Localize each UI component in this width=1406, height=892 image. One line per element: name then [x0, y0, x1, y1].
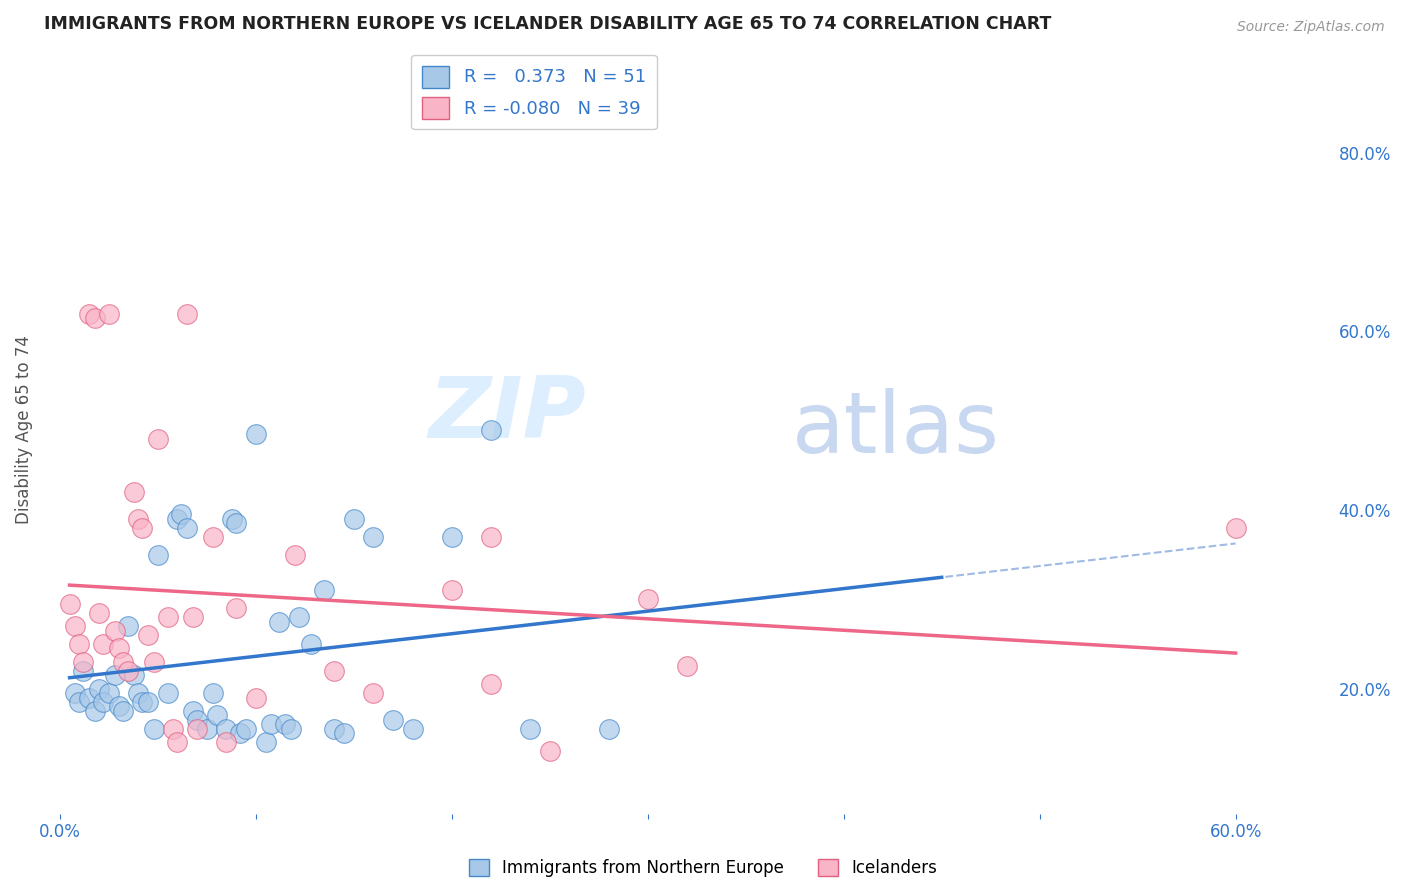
Point [333, 726, 356, 740]
Point [229, 726, 252, 740]
Point [245, 690, 267, 705]
Point [1225, 521, 1247, 535]
Point [65, 686, 87, 700]
Text: IMMIGRANTS FROM NORTHERN EUROPE VS ICELANDER DISABILITY AGE 65 TO 74 CORRELATION: IMMIGRANTS FROM NORTHERN EUROPE VS ICELA… [44, 15, 1052, 33]
Point [176, 307, 198, 321]
Point [186, 722, 208, 736]
Point [91, 637, 114, 651]
Point [142, 655, 165, 669]
Point [221, 512, 243, 526]
Point [65, 619, 87, 633]
Point [176, 521, 198, 535]
Point [131, 521, 153, 535]
Point [77, 690, 100, 705]
Point [288, 610, 311, 624]
Point [538, 744, 561, 758]
Point [479, 423, 502, 437]
Point [225, 516, 247, 531]
Point [122, 485, 145, 500]
Point [235, 722, 257, 736]
Point [146, 432, 169, 446]
Point [181, 704, 204, 718]
Legend: Immigrants from Northern Europe, Icelanders: Immigrants from Northern Europe, Iceland… [463, 852, 943, 884]
Point [117, 664, 139, 678]
Point [72, 664, 94, 678]
Point [215, 722, 238, 736]
Y-axis label: Disability Age 65 to 74: Disability Age 65 to 74 [15, 335, 32, 524]
Point [676, 659, 699, 673]
Point [598, 722, 620, 736]
Point [162, 722, 184, 736]
Point [280, 722, 302, 736]
Point [166, 512, 188, 526]
Point [127, 686, 149, 700]
Point [107, 641, 129, 656]
Point [104, 624, 127, 638]
Point [299, 637, 322, 651]
Point [401, 722, 423, 736]
Point [323, 722, 346, 736]
Point [91, 695, 114, 709]
Point [274, 717, 297, 731]
Point [479, 677, 502, 691]
Point [170, 508, 193, 522]
Text: atlas: atlas [792, 388, 1000, 471]
Text: ZIP: ZIP [427, 373, 586, 456]
Point [186, 713, 208, 727]
Point [260, 717, 283, 731]
Point [87, 681, 110, 696]
Point [201, 686, 224, 700]
Point [97, 686, 120, 700]
Point [87, 606, 110, 620]
Point [131, 695, 153, 709]
Point [195, 722, 218, 736]
Point [205, 708, 228, 723]
Point [181, 610, 204, 624]
Point [67, 695, 90, 709]
Point [111, 655, 134, 669]
Point [117, 619, 139, 633]
Point [156, 686, 179, 700]
Point [637, 592, 659, 607]
Point [519, 722, 541, 736]
Point [136, 628, 159, 642]
Point [245, 427, 267, 442]
Point [166, 735, 188, 749]
Point [84, 311, 107, 326]
Point [254, 735, 277, 749]
Point [363, 686, 385, 700]
Point [107, 699, 129, 714]
Point [122, 668, 145, 682]
Point [146, 548, 169, 562]
Point [72, 655, 94, 669]
Point [97, 307, 120, 321]
Point [136, 695, 159, 709]
Point [156, 610, 179, 624]
Point [77, 307, 100, 321]
Point [142, 722, 165, 736]
Point [440, 583, 463, 598]
Point [269, 615, 291, 629]
Point [363, 530, 385, 544]
Point [225, 601, 247, 615]
Legend: R =   0.373   N = 51, R = -0.080   N = 39: R = 0.373 N = 51, R = -0.080 N = 39 [412, 54, 657, 129]
Point [381, 713, 404, 727]
Point [58, 597, 80, 611]
Point [284, 548, 307, 562]
Point [440, 530, 463, 544]
Point [479, 530, 502, 544]
Point [323, 664, 346, 678]
Text: Source: ZipAtlas.com: Source: ZipAtlas.com [1237, 20, 1385, 34]
Point [314, 583, 336, 598]
Point [201, 530, 224, 544]
Point [343, 512, 366, 526]
Point [67, 637, 90, 651]
Point [84, 704, 107, 718]
Point [104, 668, 127, 682]
Point [111, 704, 134, 718]
Point [215, 735, 238, 749]
Point [127, 512, 149, 526]
